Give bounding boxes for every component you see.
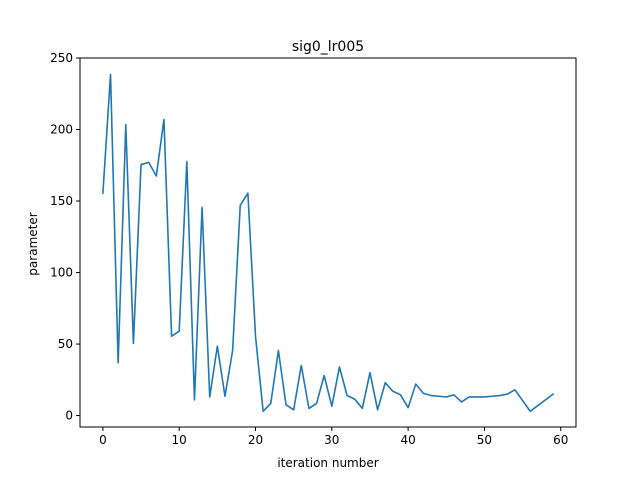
x-tick-label: 30 [324,433,339,447]
axes-frame [79,57,577,428]
y-axis: 0 50 100 150 200 250 [50,51,80,423]
x-axis: 0 10 20 30 40 50 60 [99,427,568,447]
chart-title: sig0_lr005 [292,39,364,55]
x-tick-label: 40 [400,433,415,447]
x-tick-label: 50 [477,433,492,447]
y-tick-label: 50 [58,337,73,351]
y-axis-label: parameter [26,212,40,275]
x-tick-label: 10 [172,433,187,447]
y-tick-label: 200 [50,123,73,137]
plot-area [102,73,555,413]
x-tick-label: 60 [553,433,568,447]
y-tick-label: 250 [50,51,73,65]
y-tick-label: 150 [50,194,73,208]
y-tick-label: 0 [65,409,73,423]
series-line [102,73,555,413]
y-tick-label: 100 [50,266,73,280]
x-tick-label: 20 [248,433,263,447]
x-tick-label: 0 [99,433,107,447]
x-axis-label: iteration number [277,456,378,470]
